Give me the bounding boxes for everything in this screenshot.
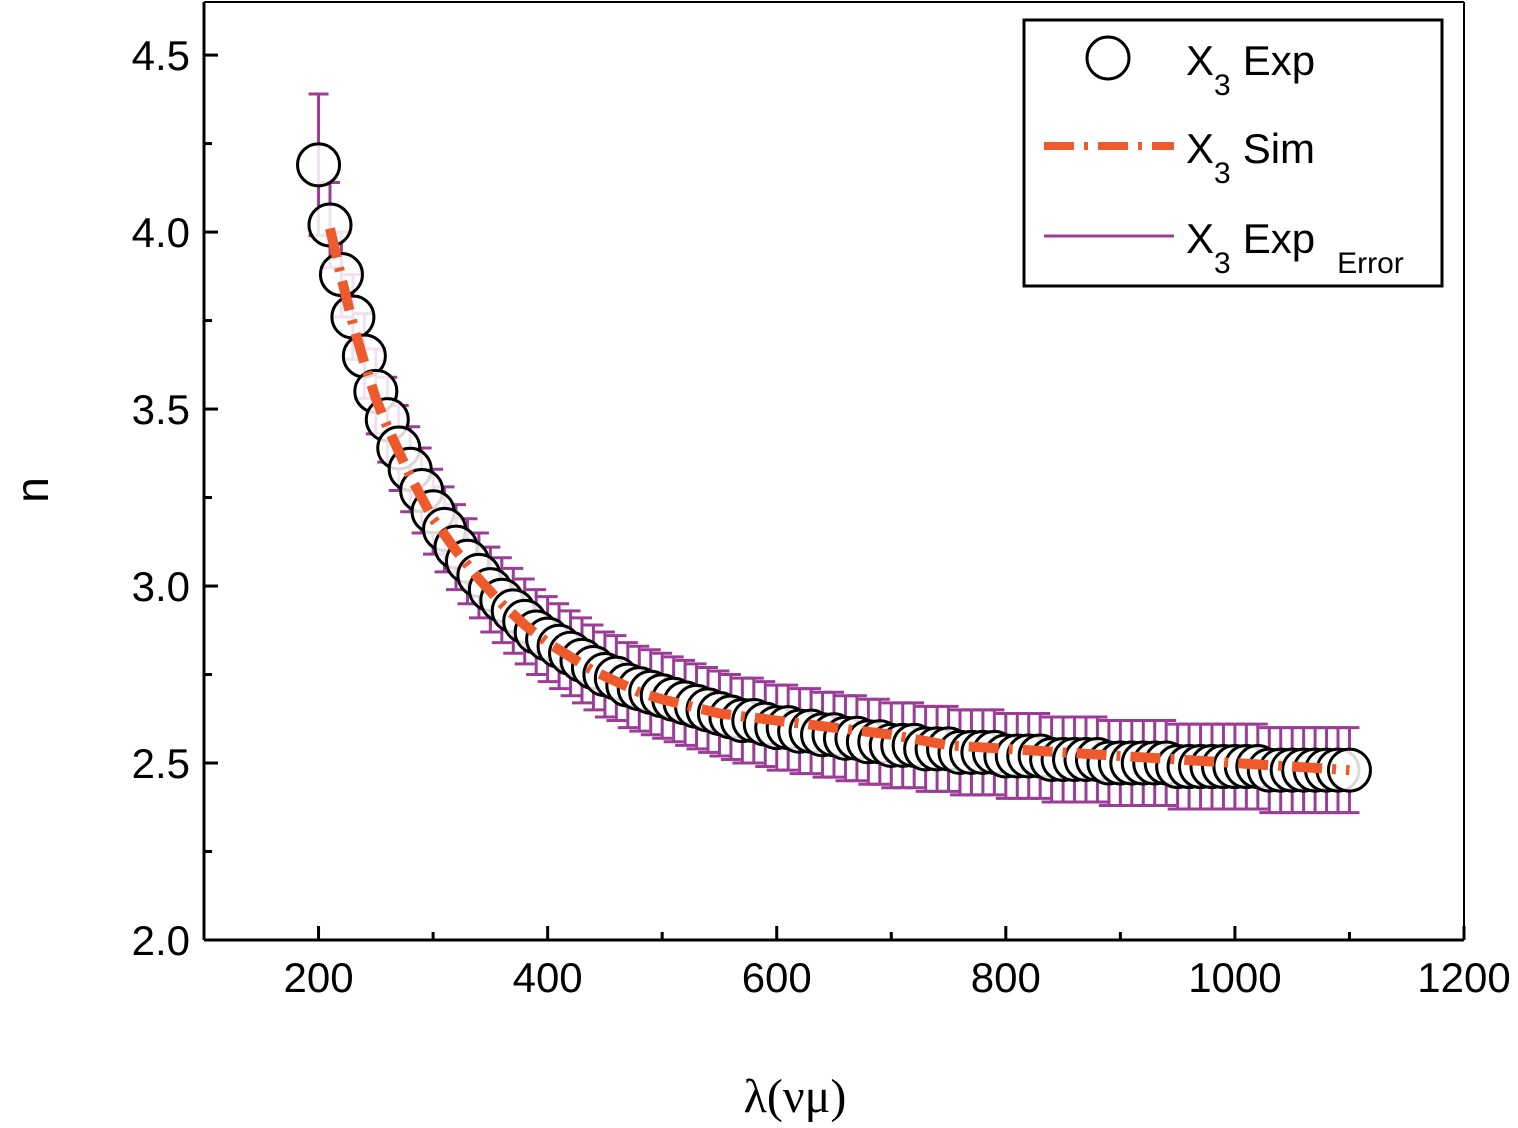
x-tick-label: 1200 bbox=[1417, 954, 1510, 1001]
legend-error-sub: 3 bbox=[1214, 247, 1231, 280]
legend: X3Exp X3Sim X3ExpError bbox=[1022, 18, 1444, 288]
y-tick-label: 3.5 bbox=[132, 386, 190, 433]
legend-error-sub2: Error bbox=[1337, 247, 1404, 280]
y-tick-label: 2.0 bbox=[132, 917, 190, 964]
legend-label-sim: X3 Sim bbox=[1186, 125, 1315, 190]
x-tick-label: 600 bbox=[742, 954, 812, 1001]
legend-marker-exp bbox=[1085, 35, 1131, 81]
x-tick-label: 1000 bbox=[1188, 954, 1281, 1001]
legend-exp-main: X bbox=[1186, 37, 1214, 84]
legend-error-main: X bbox=[1186, 215, 1214, 262]
legend-label-exp: X3 Exp bbox=[1186, 37, 1315, 102]
y-tick-label: 4.5 bbox=[132, 32, 190, 79]
axes: 200 400 600 800 1000 1200 2.0 2.5 3.0 3.5 4.0 4.5 bbox=[132, 2, 1511, 1001]
data-point bbox=[296, 142, 342, 188]
y-tick-label: 2.5 bbox=[132, 740, 190, 787]
legend-exp-sub: 3 bbox=[1214, 69, 1231, 102]
legend-label-error: X3 Exp Error bbox=[1186, 215, 1404, 280]
y-tick-label: 4.0 bbox=[132, 209, 190, 256]
x-axis-title: λ(νμ) bbox=[744, 1070, 847, 1123]
y-axis-title: n bbox=[6, 477, 58, 503]
y-tick-label: 3.0 bbox=[132, 563, 190, 610]
x-tick-label: 800 bbox=[971, 954, 1041, 1001]
legend-exp-suffix: Exp bbox=[1243, 37, 1315, 84]
legend-sim-sub: 3 bbox=[1214, 157, 1231, 190]
plot-area bbox=[204, 1, 1465, 940]
sim-line-group bbox=[325, 227, 1350, 776]
sim-line bbox=[325, 227, 1350, 776]
legend-sim-main: X bbox=[1186, 125, 1214, 172]
x-tick-label: 200 bbox=[284, 954, 354, 1001]
x-tick-label: 400 bbox=[513, 954, 583, 1001]
legend-frame bbox=[1022, 18, 1444, 288]
legend-error-suffix: Exp bbox=[1243, 215, 1315, 262]
legend-sim-suffix: Sim bbox=[1243, 125, 1315, 172]
data-point bbox=[330, 294, 376, 340]
